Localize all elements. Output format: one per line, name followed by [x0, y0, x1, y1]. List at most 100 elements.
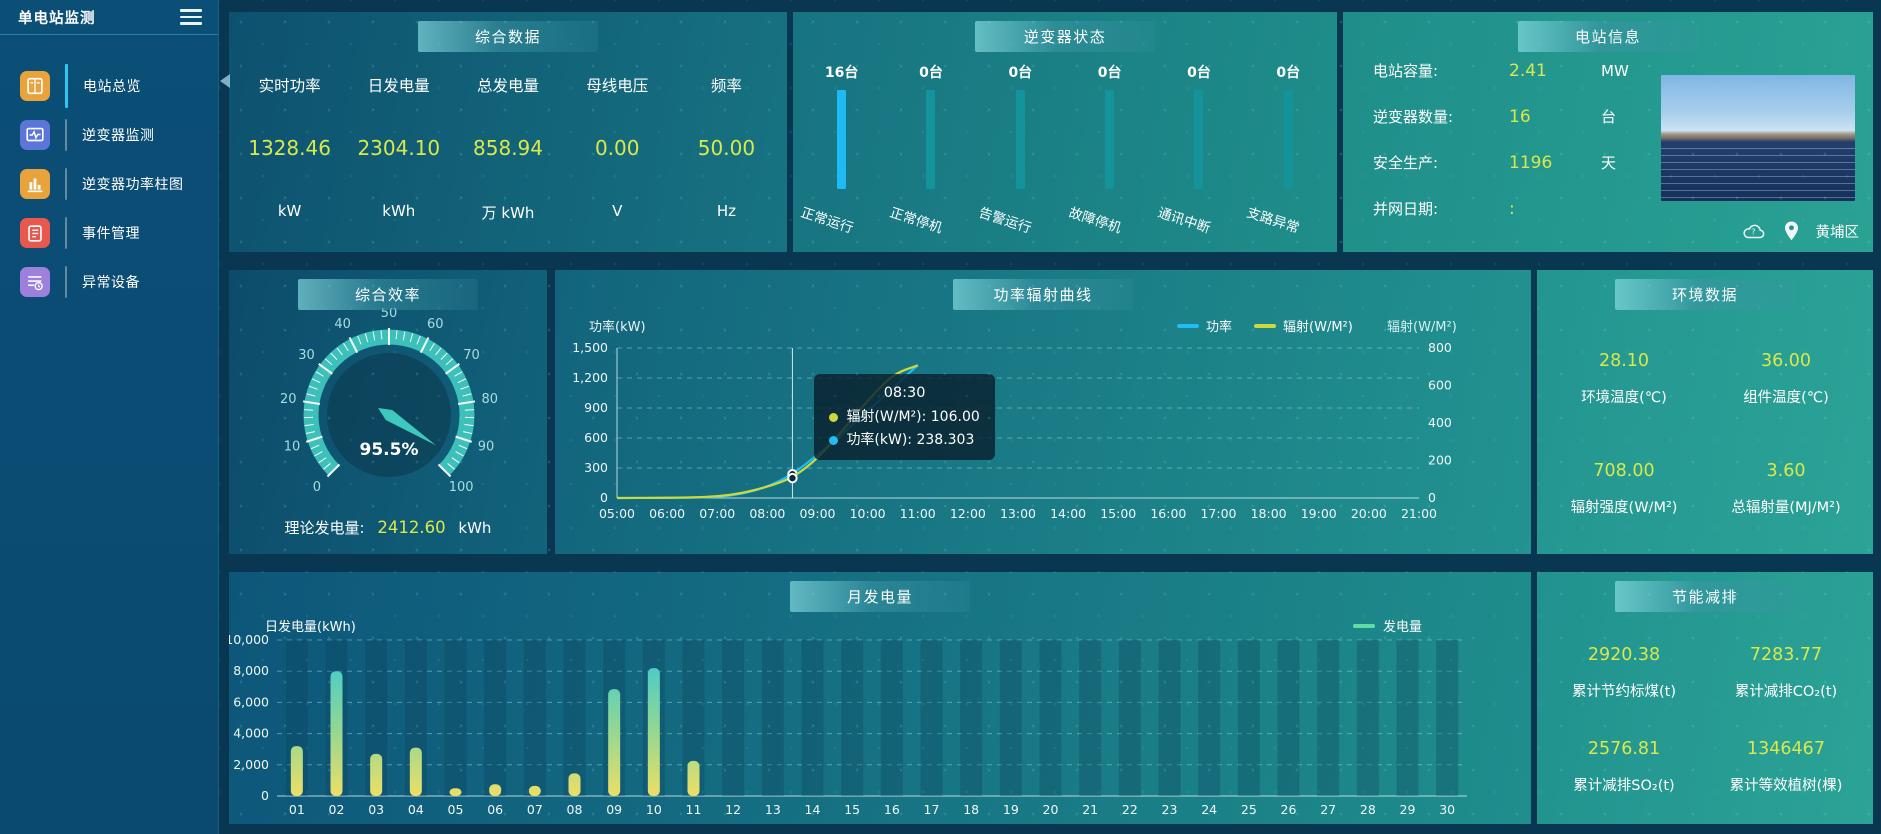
- metric-label: 累计等效植树(棵): [1729, 778, 1843, 794]
- monthly-generation-chart[interactable]: 0 2,000 4,000 6,000 8,000 10,000 01 02 03 04 05 06 0…: [229, 632, 1531, 824]
- summary-metric: 频率 50.00 Hz: [672, 52, 781, 252]
- tooltip-item: 辐射(W/M²): 106.00: [829, 406, 980, 429]
- svg-text:16:00: 16:00: [1150, 506, 1186, 521]
- metric-value: 36.00: [1760, 351, 1812, 371]
- svg-text:90: 90: [478, 440, 495, 455]
- sidebar-item-2[interactable]: 逆变器功率柱图: [0, 159, 218, 208]
- sidebar-item-4[interactable]: 异常设备: [0, 257, 218, 306]
- metric-label: 频率: [710, 77, 742, 95]
- bar-label: 通讯中断: [1155, 204, 1213, 237]
- active-indicator: [65, 167, 67, 200]
- metric-unit: Hz: [716, 202, 736, 220]
- svg-text:20: 20: [280, 392, 297, 407]
- svg-text:0: 0: [313, 480, 321, 495]
- sidebar-collapse-button[interactable]: [220, 74, 230, 88]
- station-info-row: 并网日期::: [1373, 198, 1663, 244]
- tooltip-item: 功率(kW): 238.303: [829, 429, 979, 452]
- svg-text:12:00: 12:00: [950, 506, 986, 521]
- chart-tooltip: 08:30 辐射(W/M²): 106.00 功率(kW): 238.303: [814, 374, 995, 461]
- svg-text:900: 900: [584, 400, 608, 415]
- power-radiation-chart[interactable]: 0 300 600 900 1,200 1,500 0 200 400 600 800 05:00 06…: [555, 332, 1531, 554]
- legend-item-1[interactable]: 辐射(W/M²): [1254, 316, 1353, 335]
- svg-text:?: ?: [1751, 228, 1755, 237]
- panel-title-energy-saving: 节能减排: [1615, 581, 1795, 612]
- row-label: 并网日期:: [1373, 200, 1439, 218]
- svg-text:01: 01: [289, 802, 305, 817]
- inverter-status-bar: 0台 正常停机: [886, 52, 975, 252]
- metric-cell: 7283.77 累计减排CO₂(t): [1705, 626, 1867, 720]
- sidebar-item-3[interactable]: 事件管理: [0, 208, 218, 257]
- inverter-status-bar: 0台 故障停机: [1065, 52, 1154, 252]
- svg-text:07:00: 07:00: [699, 506, 735, 521]
- bar-label: 故障停机: [1066, 204, 1123, 237]
- metric-cell: 3.60 总辐射量(MJ/M²): [1705, 434, 1867, 544]
- svg-text:29: 29: [1400, 802, 1416, 817]
- saving-metrics: 2920.38 累计节约标煤(t) 7283.77 累计减排CO₂(t) 2576.81…: [1543, 626, 1867, 814]
- metric-label: 环境温度(℃): [1581, 390, 1667, 406]
- inverter-status-bars: 16台 正常运行 0台 正常停机 0台 告警运行 0台 故障停机 0台 通讯中断 0台 支路异常: [797, 52, 1333, 252]
- location-pin-icon: [1783, 220, 1800, 242]
- inverter-status-bar: 0台 支路异常: [1244, 52, 1333, 252]
- metric-unit: kW: [277, 202, 302, 220]
- metric-value: 3.60: [1766, 461, 1806, 481]
- svg-text:06:00: 06:00: [649, 506, 685, 521]
- legend-mark: [1254, 323, 1277, 328]
- svg-text:16: 16: [884, 802, 900, 817]
- metric-unit: kWh: [382, 202, 416, 220]
- metric-cell: 708.00 辐射强度(W/M²): [1543, 434, 1705, 544]
- svg-text:03: 03: [368, 802, 384, 817]
- metric-value: 1346467: [1747, 739, 1825, 759]
- metric-cell: 28.10 环境温度(℃): [1543, 324, 1705, 434]
- legend-label: 功率: [1206, 320, 1233, 335]
- station-info-row: 电站容量: 2.41 MW: [1373, 60, 1663, 106]
- summary-metrics: 实时功率 1328.46 kW 日发电量 2304.10 kWh 总发电量 858.94 万 k…: [235, 52, 781, 252]
- theory-generation: 理论发电量: 2412.60 kWh: [229, 517, 547, 538]
- svg-text:800: 800: [1428, 340, 1452, 355]
- bar-count: 0台: [1276, 65, 1301, 81]
- inverter-monitor-icon: [20, 119, 50, 150]
- svg-text:18: 18: [963, 802, 979, 817]
- monthly-legend[interactable]: 发电量: [1353, 616, 1422, 635]
- row-unit: 台: [1601, 108, 1617, 126]
- panel-energy-saving: 节能减排 2920.38 累计节约标煤(t) 7283.77 累计减排CO₂(t) 25…: [1537, 572, 1873, 824]
- svg-text:09:00: 09:00: [799, 506, 835, 521]
- svg-text:11:00: 11:00: [900, 506, 936, 521]
- svg-text:09: 09: [606, 802, 622, 817]
- sidebar-item-label: 逆变器功率柱图: [82, 176, 184, 193]
- panel-title-summary: 综合数据: [418, 21, 598, 52]
- svg-text:05:00: 05:00: [599, 506, 635, 521]
- svg-text:06: 06: [487, 802, 503, 817]
- bar-count: 0台: [919, 65, 943, 81]
- menu-toggle-icon[interactable]: [180, 9, 202, 25]
- active-indicator: [65, 63, 68, 108]
- sidebar-item-0[interactable]: 电站总览: [0, 61, 218, 110]
- legend-item-0[interactable]: 功率: [1177, 316, 1232, 335]
- metric-cell: 2576.81 累计减排SO₂(t): [1543, 720, 1705, 814]
- svg-text:20:00: 20:00: [1351, 506, 1387, 521]
- bar-label: 正常运行: [798, 204, 855, 237]
- row-unit: MW: [1601, 62, 1629, 80]
- svg-text:1,500: 1,500: [572, 340, 608, 355]
- panel-summary: 综合数据 实时功率 1328.46 kW 日发电量 2304.10 kWh 总发电量 858.…: [229, 12, 787, 252]
- svg-text:0: 0: [600, 490, 608, 505]
- metric-value: 7283.77: [1749, 645, 1823, 665]
- station-photo-image: [1661, 75, 1855, 201]
- summary-metric: 母线电压 0.00 V: [563, 52, 672, 252]
- overview-icon: [20, 70, 50, 101]
- svg-text:10: 10: [646, 802, 662, 817]
- svg-text:25: 25: [1241, 802, 1257, 817]
- inverter-status-bar: 0台 通讯中断: [1154, 52, 1243, 252]
- metric-label: 辐射强度(W/M²): [1570, 500, 1678, 516]
- svg-text:2,000: 2,000: [233, 757, 269, 772]
- panel-title-monthly-generation: 月发电量: [790, 581, 970, 612]
- event-management-icon: [20, 217, 50, 248]
- svg-text:08:00: 08:00: [749, 506, 785, 521]
- svg-text:600: 600: [584, 430, 608, 445]
- panel-station-info: 电站信息 电站容量: 2.41 MW 逆变器数量: 16 台安全生产: 1196 天并网日期:…: [1343, 12, 1873, 252]
- metric-cell: 1346467 累计等效植树(棵): [1705, 720, 1867, 814]
- svg-text:8,000: 8,000: [233, 663, 269, 678]
- svg-text:1,200: 1,200: [572, 370, 608, 385]
- sidebar-item-1[interactable]: 逆变器监测: [0, 110, 218, 159]
- svg-text:300: 300: [584, 460, 608, 475]
- metric-value: 1328.46: [248, 136, 331, 160]
